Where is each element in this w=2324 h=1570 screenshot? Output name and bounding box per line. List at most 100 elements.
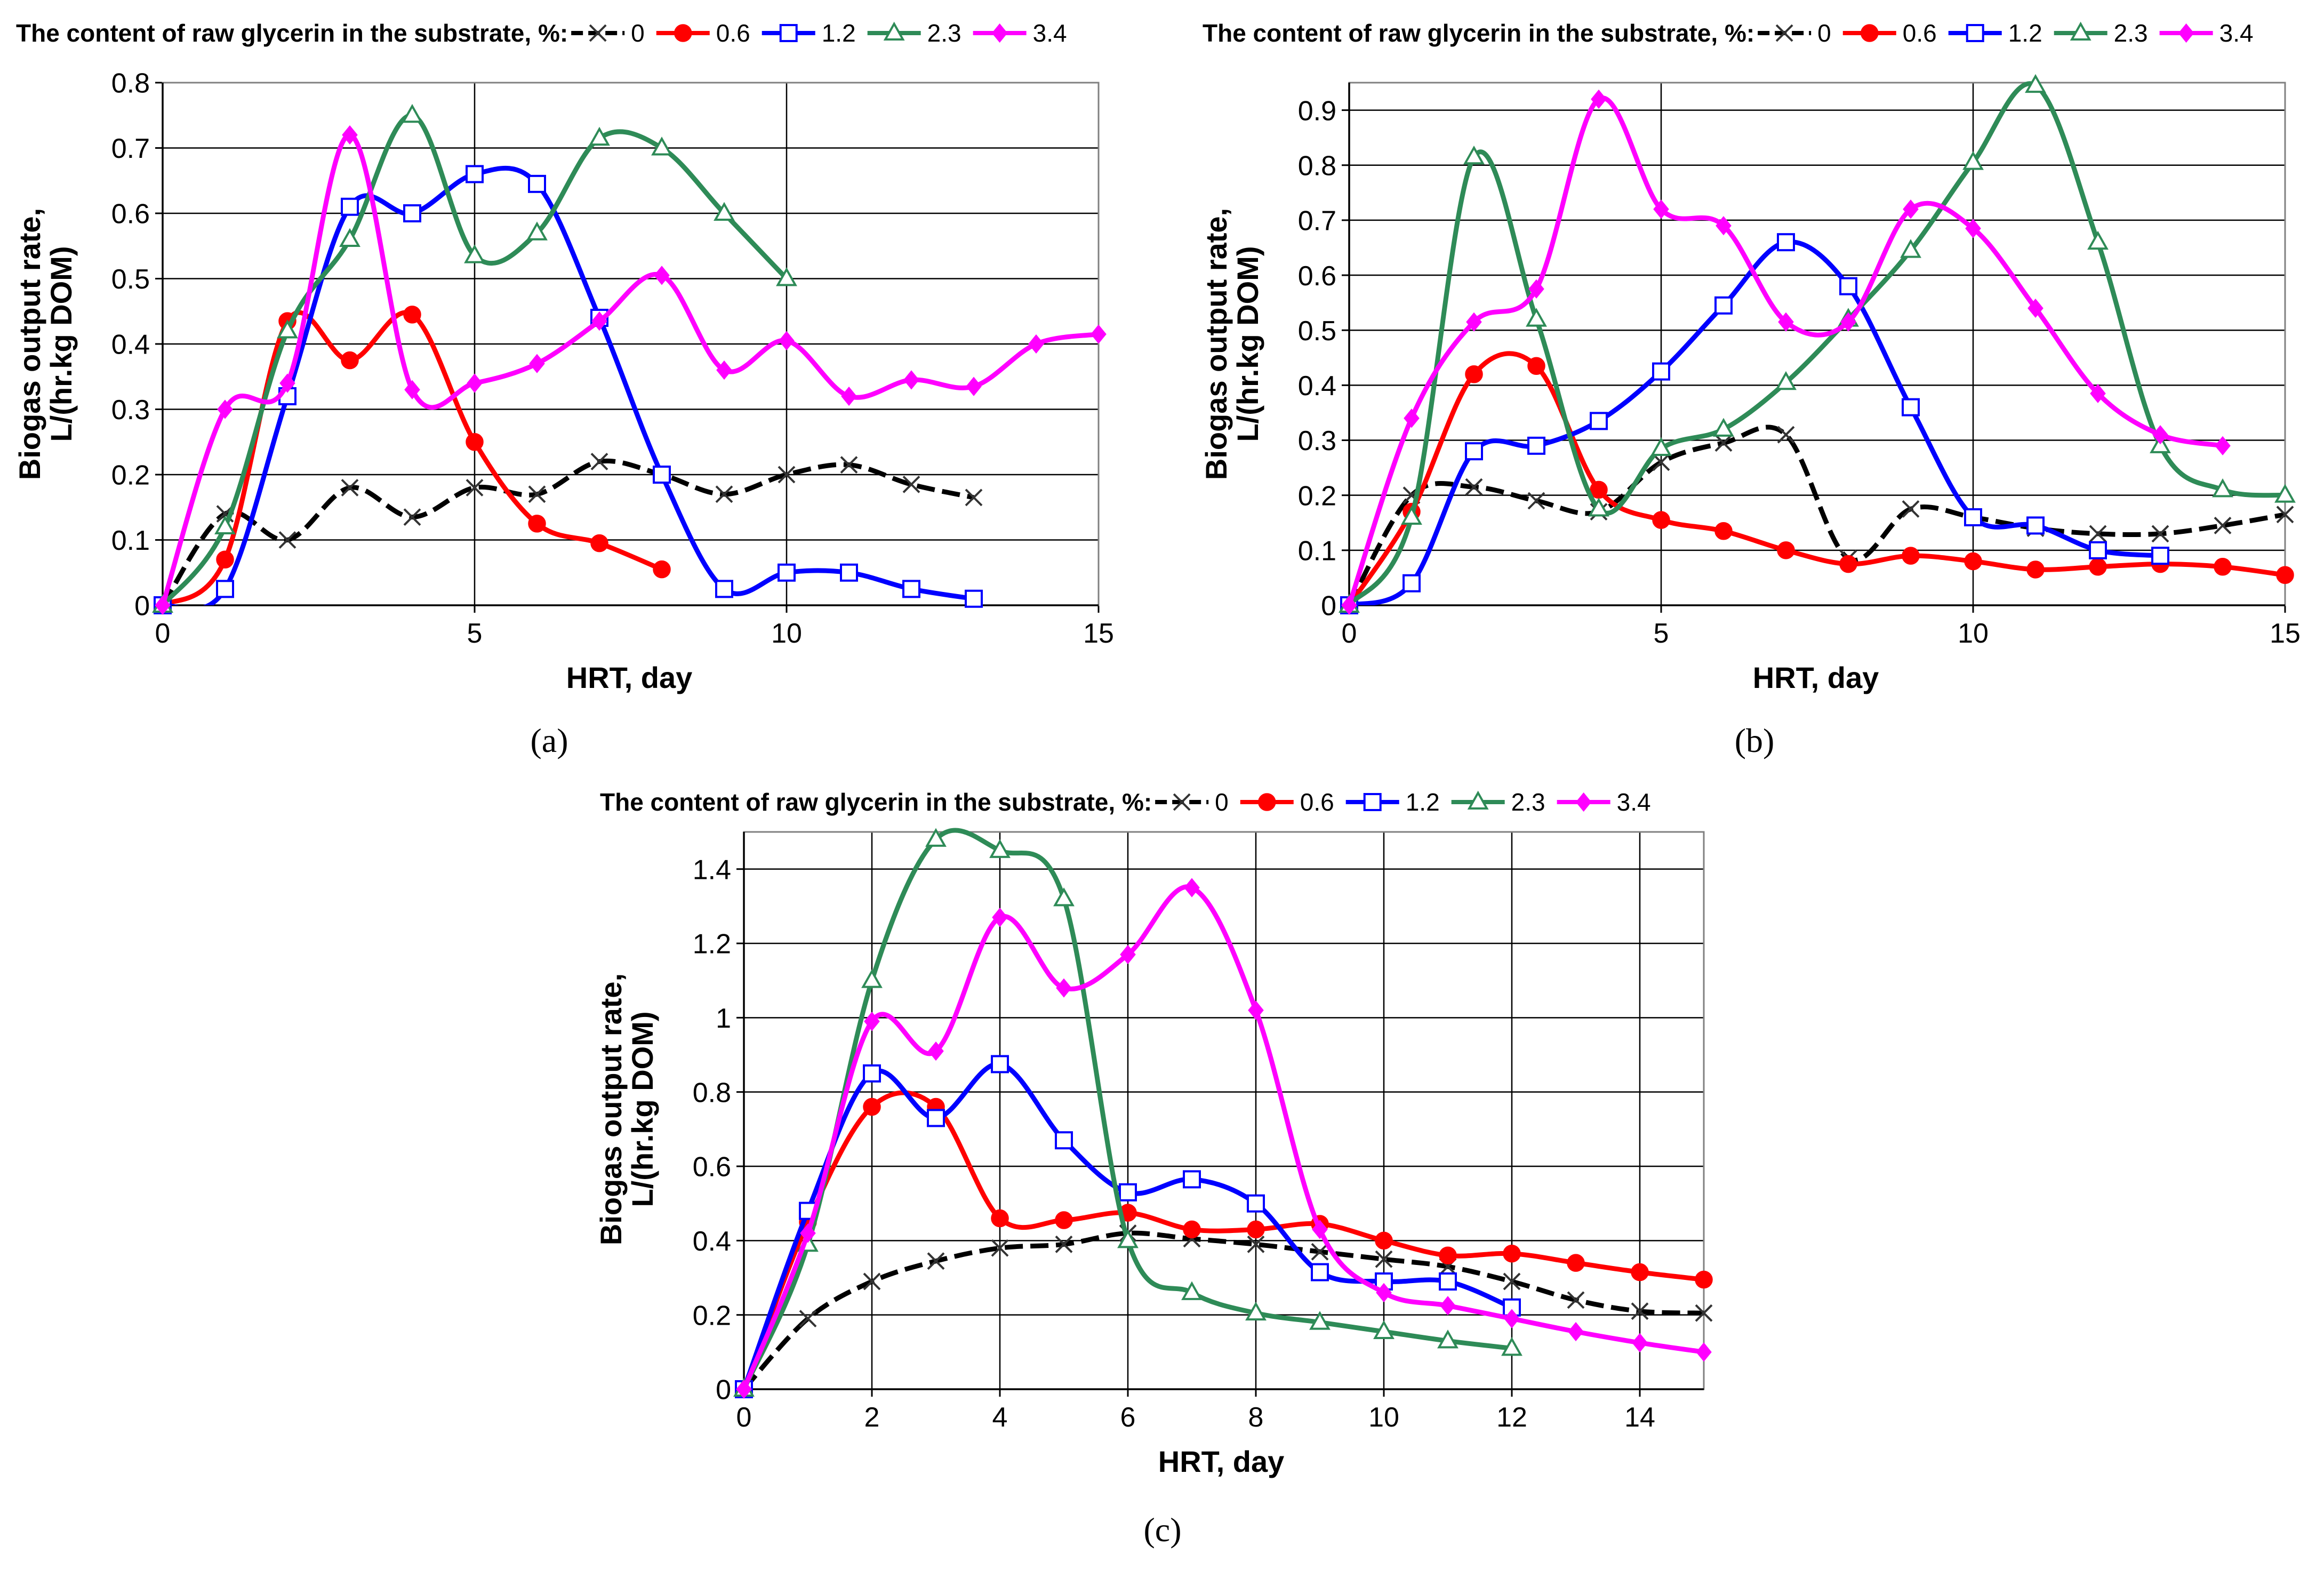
data-point-square	[840, 563, 858, 582]
data-point-triangle	[1245, 1301, 1267, 1321]
data-point-diamond	[1091, 324, 1107, 344]
data-point-triangle	[1053, 887, 1075, 907]
data-point-diamond	[529, 354, 545, 373]
data-point-square	[1183, 1170, 1201, 1189]
legend-label-0.6: 0.6	[1903, 19, 1937, 47]
data-point-x	[1311, 1243, 1329, 1261]
data-point-triangle	[2212, 478, 2233, 498]
y-axis-title-line1: Biogas output rate,	[13, 208, 46, 480]
data-point-diamond	[1341, 595, 1357, 615]
y-tick-label: 0.8	[693, 1077, 731, 1108]
y-tick-label: 0.3	[1298, 426, 1336, 456]
data-point-diamond	[2215, 436, 2231, 455]
x-tick-label: 4	[992, 1402, 1008, 1433]
data-point-x	[1527, 492, 1545, 510]
data-point-square	[528, 174, 546, 193]
data-point-square	[403, 204, 421, 222]
data-point-diamond	[1028, 334, 1044, 354]
data-point-triangle	[1526, 308, 1547, 327]
legend-label-2.3: 2.3	[927, 19, 961, 47]
data-point-square	[1714, 296, 1733, 315]
data-point-triangle	[526, 221, 548, 241]
series-0	[154, 453, 983, 614]
series-line-1.2	[744, 1061, 1513, 1389]
series-1.2	[1340, 233, 2169, 614]
data-point-diamond	[654, 266, 670, 285]
data-point-x	[902, 475, 920, 493]
data-point-square	[1527, 436, 1545, 455]
y-axis-title-line2: L/(hr.kg DOM)	[626, 1011, 659, 1207]
x-tick-label: 15	[1083, 618, 1114, 649]
data-point-diamond	[1778, 312, 1794, 332]
legend-label-0.6: 0.6	[716, 19, 750, 47]
series-line-3.4	[163, 132, 1099, 605]
x-axis-title: HRT, day	[1158, 1445, 1285, 1478]
legend-title: The content of raw glycerin in the subst…	[16, 19, 568, 47]
legend-label-1.2: 1.2	[1406, 788, 1440, 816]
series-0.6	[735, 1090, 1713, 1398]
data-point-x	[1714, 434, 1733, 452]
y-tick-label: 1	[716, 1003, 731, 1034]
panel-label: (c)	[1143, 1511, 1181, 1549]
x-tick-label: 0	[1342, 618, 1357, 649]
legend-marker-triangle	[2070, 21, 2091, 41]
y-axis-title: Biogas output rate,L/(hr.kg DOM)	[594, 973, 659, 1245]
data-point-diamond	[2028, 298, 2043, 318]
legend-marker-triangle	[1467, 790, 1489, 810]
data-point-circle	[1567, 1254, 1585, 1272]
data-point-triangle	[1713, 418, 1734, 437]
data-point-x	[778, 466, 796, 484]
data-point-x	[965, 488, 983, 507]
series-1.2	[154, 165, 983, 614]
data-point-circle	[590, 534, 608, 552]
data-point-square	[1652, 362, 1670, 381]
data-point-circle	[1247, 1220, 1265, 1239]
data-point-triangle	[1373, 1320, 1395, 1340]
x-tick-label: 0	[155, 618, 171, 649]
x-tick-label: 5	[1654, 618, 1669, 649]
y-tick-label: 1.4	[693, 854, 731, 885]
data-point-diamond	[1903, 199, 1919, 219]
y-tick-label: 0.5	[1298, 316, 1336, 347]
series-0.6	[154, 306, 671, 614]
y-axis-title: Biogas output rate,L/(hr.kg DOM)	[1199, 208, 1264, 480]
panel-label: (a)	[530, 722, 568, 759]
data-point-diamond	[1653, 199, 1669, 219]
series-line-0.6	[1349, 351, 2285, 605]
data-point-diamond	[1312, 1220, 1328, 1239]
data-point-square	[965, 589, 983, 608]
data-point-triangle	[2087, 230, 2109, 250]
data-point-square	[1439, 1272, 1457, 1291]
data-point-diamond	[1466, 312, 1482, 332]
legend-label-2.3: 2.3	[1511, 788, 1545, 816]
data-point-circle	[1695, 1270, 1713, 1289]
series-2.3	[152, 103, 797, 613]
legend-label-1.2: 1.2	[822, 19, 856, 47]
data-point-diamond	[800, 1223, 816, 1243]
data-point-diamond	[404, 380, 420, 399]
y-tick-label: 0.4	[693, 1226, 731, 1257]
legend-label-0.6: 0.6	[1300, 788, 1334, 816]
data-point-x	[863, 1272, 881, 1291]
data-point-square	[653, 466, 671, 484]
data-point-x	[1695, 1304, 1713, 1322]
data-point-diamond	[1632, 1333, 1648, 1352]
y-tick-label: 0.9	[1298, 95, 1336, 126]
data-point-circle	[341, 351, 359, 370]
y-tick-label: 0.5	[111, 264, 150, 295]
legend-label-3.4: 3.4	[1617, 788, 1651, 816]
data-point-square	[1247, 1194, 1265, 1213]
x-axis-title: HRT, day	[566, 661, 693, 694]
data-point-triangle	[925, 828, 947, 847]
data-point-diamond	[1440, 1296, 1456, 1316]
data-point-circle	[466, 433, 484, 451]
x-tick-label: 10	[771, 618, 802, 649]
data-point-triangle	[1775, 371, 1797, 390]
data-point-square	[715, 580, 733, 598]
data-point-diamond	[2152, 425, 2168, 445]
data-point-triangle	[402, 103, 423, 123]
data-point-triangle	[339, 228, 360, 247]
chart-panel-a: 0 0.1 0.2 0.3 0.4 0.5 0.6 0.7 0.8 0 5 10 15 HRT, day B…	[13, 19, 1114, 694]
data-point-square	[902, 580, 920, 598]
series-line-0	[744, 1230, 1704, 1389]
